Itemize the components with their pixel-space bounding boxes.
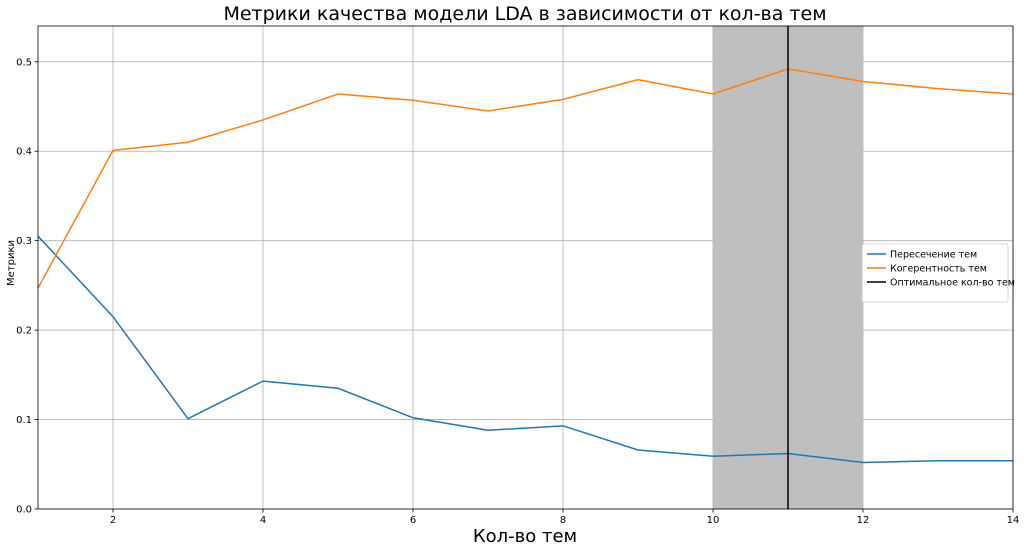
x-tick-label: 8: [560, 515, 566, 526]
legend: Пересечение тем Когерентность тем Оптималь…: [861, 243, 1015, 303]
x-axis-label: Кол-во тем: [473, 526, 577, 547]
x-tick-label: 6: [410, 515, 416, 526]
y-tick-label: 0.2: [16, 326, 32, 337]
legend-label: Пересечение тем: [890, 250, 977, 261]
x-tick-label: 10: [707, 515, 720, 526]
x-tick-label: 4: [260, 515, 266, 526]
y-tick-label: 0.1: [16, 415, 32, 426]
y-tick-label: 0.3: [16, 236, 32, 247]
x-tick-label: 14: [1007, 515, 1020, 526]
series-line-1: [37, 235, 1013, 464]
x-tick-label: 2: [110, 515, 116, 526]
x-tick-label: 12: [857, 515, 870, 526]
y-tick-label: 0.4: [16, 147, 32, 158]
y-axis-label: Метрики: [6, 240, 17, 286]
axes-frame: [37, 25, 1014, 510]
legend-label: Оптимальное кол-во тем: [890, 278, 1015, 289]
legend-label: Когерентность тем: [890, 264, 987, 275]
series-line-2: [37, 68, 1014, 289]
y-tick-label: 0.0: [16, 505, 32, 516]
legend-box: [861, 243, 1009, 303]
plot-area: 2 4 6 8 10 12 14 0.0 0.1 0.2 0.3 0.4 0.5: [16, 25, 1020, 526]
chart-title: Метрики качества модели LDA в зависимост…: [223, 3, 826, 25]
y-tick-label: 0.5: [16, 57, 32, 68]
